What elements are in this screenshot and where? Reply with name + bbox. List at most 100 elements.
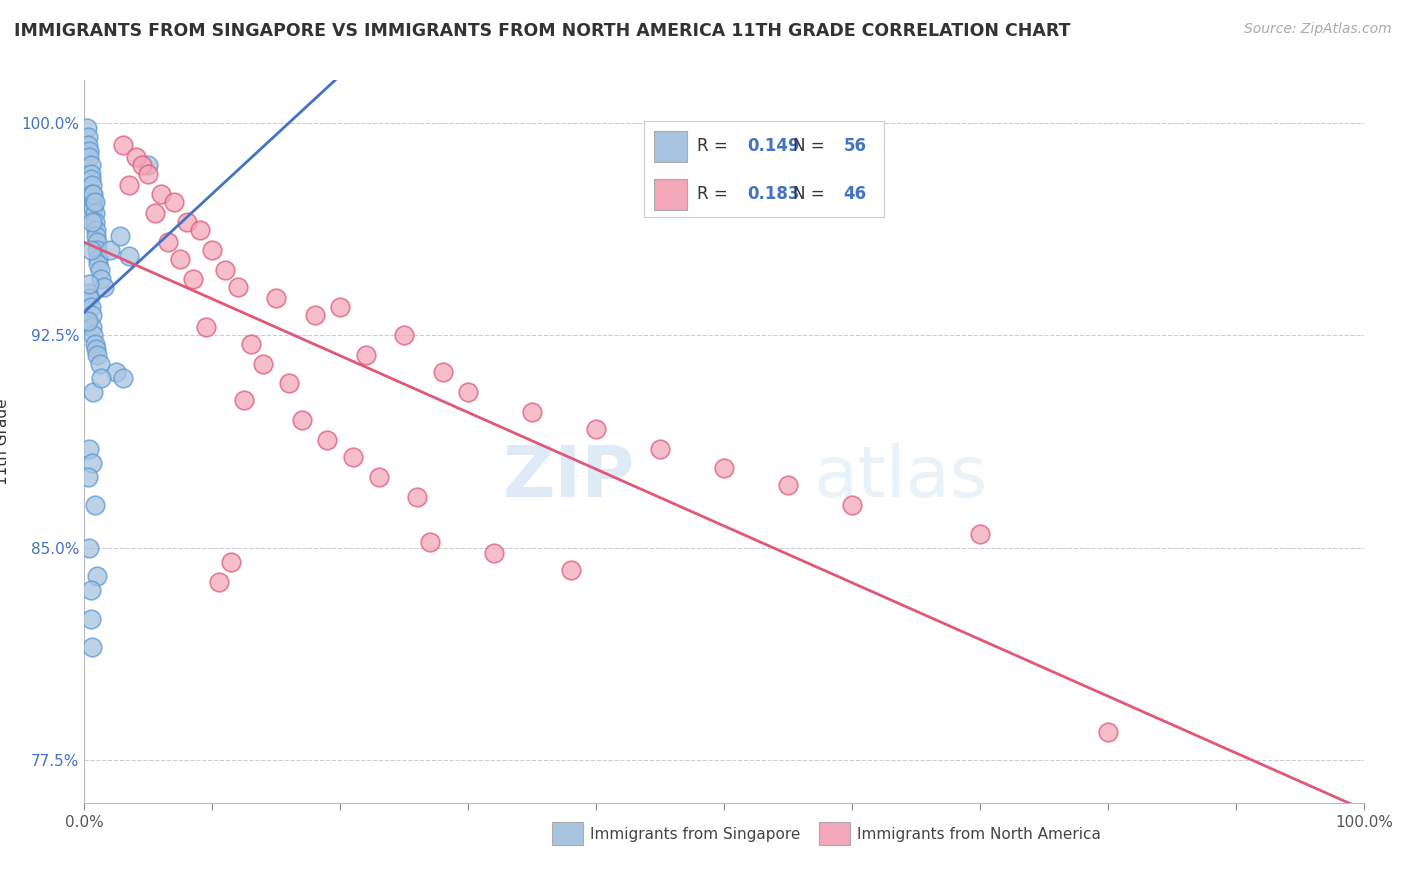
- Point: [86, 569, 108, 583]
- Point: [713, 461, 735, 475]
- Point: [80, 456, 103, 470]
- Point: [214, 263, 236, 277]
- Point: [419, 535, 441, 549]
- Point: [82, 186, 104, 201]
- Point: [98, 244, 121, 258]
- Point: [329, 300, 352, 314]
- Text: N =: N =: [793, 185, 830, 202]
- Point: [83, 498, 105, 512]
- Point: [367, 470, 389, 484]
- Point: [80, 158, 103, 172]
- Point: [79, 150, 101, 164]
- Point: [77, 285, 100, 300]
- Point: [83, 215, 105, 229]
- Point: [83, 336, 105, 351]
- Point: [80, 640, 103, 654]
- Point: [77, 138, 100, 153]
- Point: [778, 478, 800, 492]
- Point: [80, 300, 103, 314]
- Point: [84, 343, 107, 357]
- Point: [89, 263, 111, 277]
- Point: [131, 158, 153, 172]
- Text: IMMIGRANTS FROM SINGAPORE VS IMMIGRANTS FROM NORTH AMERICA 11TH GRADE CORRELATIO: IMMIGRANTS FROM SINGAPORE VS IMMIGRANTS …: [14, 22, 1070, 40]
- Point: [111, 371, 134, 385]
- Point: [111, 138, 134, 153]
- Text: Source: ZipAtlas.com: Source: ZipAtlas.com: [1244, 22, 1392, 37]
- Point: [84, 223, 107, 237]
- Text: atlas: atlas: [814, 443, 988, 512]
- Point: [80, 178, 103, 193]
- Point: [181, 271, 204, 285]
- Point: [432, 365, 454, 379]
- Point: [194, 319, 217, 334]
- Point: [188, 223, 211, 237]
- Point: [86, 244, 108, 258]
- Text: N =: N =: [793, 136, 830, 155]
- Point: [84, 229, 107, 244]
- Point: [278, 376, 301, 391]
- Point: [394, 328, 416, 343]
- Point: [105, 365, 128, 379]
- Point: [118, 178, 141, 193]
- Point: [1097, 725, 1119, 739]
- Point: [143, 206, 166, 220]
- Point: [77, 314, 100, 328]
- Point: [406, 490, 429, 504]
- Point: [89, 357, 111, 371]
- Point: [264, 292, 288, 306]
- Point: [80, 215, 103, 229]
- Point: [90, 271, 112, 285]
- Point: [354, 348, 377, 362]
- Point: [79, 144, 101, 158]
- Point: [841, 498, 863, 512]
- Point: [233, 393, 256, 408]
- Point: [316, 433, 339, 447]
- Point: [482, 546, 505, 560]
- Point: [156, 235, 179, 249]
- Point: [93, 280, 115, 294]
- Point: [80, 244, 103, 258]
- Point: [522, 405, 544, 419]
- Point: [163, 195, 186, 210]
- Point: [226, 280, 249, 294]
- Text: R =: R =: [697, 185, 733, 202]
- Point: [80, 612, 103, 626]
- Point: [80, 583, 103, 598]
- Text: 56: 56: [844, 136, 866, 155]
- Point: [118, 249, 141, 263]
- Text: ZIP: ZIP: [502, 443, 634, 512]
- Point: [79, 277, 101, 292]
- Point: [79, 442, 101, 456]
- Point: [80, 309, 103, 323]
- Point: [239, 336, 262, 351]
- Point: [77, 130, 100, 145]
- Point: [90, 371, 112, 385]
- Point: [650, 442, 672, 456]
- Point: [176, 215, 198, 229]
- Point: [79, 292, 101, 306]
- Y-axis label: 11th Grade: 11th Grade: [0, 398, 10, 485]
- FancyBboxPatch shape: [654, 131, 688, 162]
- Point: [560, 564, 582, 578]
- Point: [80, 319, 103, 334]
- Point: [108, 229, 131, 244]
- Point: [457, 384, 479, 399]
- Point: [150, 186, 173, 201]
- Point: [79, 541, 101, 555]
- Point: [86, 348, 108, 362]
- Point: [82, 328, 104, 343]
- Point: [221, 555, 243, 569]
- Text: Immigrants from Singapore: Immigrants from Singapore: [591, 827, 800, 841]
- Point: [83, 206, 105, 220]
- Point: [77, 470, 100, 484]
- Point: [82, 384, 104, 399]
- Point: [76, 121, 98, 136]
- Point: [138, 158, 160, 172]
- Point: [969, 526, 991, 541]
- Point: [138, 167, 160, 181]
- Point: [80, 172, 103, 186]
- Point: [291, 413, 314, 427]
- Point: [82, 195, 104, 210]
- Point: [585, 422, 607, 436]
- Point: [252, 357, 274, 371]
